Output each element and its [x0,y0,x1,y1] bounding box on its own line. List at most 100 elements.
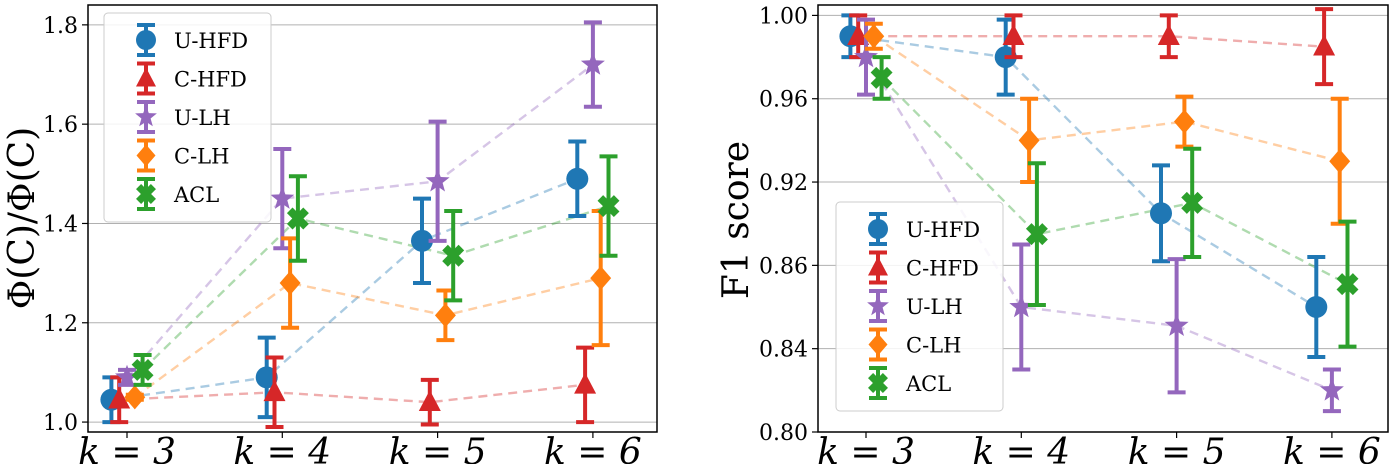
chart-2-ylabel: F1 score [716,141,757,299]
chart-1-ytick-label: 1.8 [43,14,78,39]
chart-2-xtick-label: k = 6 [1283,432,1381,464]
chart-2-point-c-lh [1173,109,1195,134]
chart-1-legend-label-u-lh: U-LH [174,106,231,130]
chart-2-ytick-label: 0.96 [759,88,808,113]
chart-2-legend-entry-c-hfd: C-HFD [868,250,979,285]
chart-2-legend-entry-u-lh: U-LH [867,289,963,323]
chart-2-legend-marker-u-hfd [868,219,888,239]
chart-1-legend-entry-c-hfd: C-HFD [136,61,247,96]
chart-1-point-c-lh [279,270,301,296]
chart-1-point-u-lh [580,51,605,75]
chart-1-series-u-hfd [100,139,589,425]
chart-1-legend-entry-acl: ACL [136,177,219,211]
chart-2-legend-marker-u-lh [867,294,889,316]
chart-2-frame [817,4,1389,433]
chart-1-point-c-hfd [418,390,441,412]
chart-2-line-c-hfd [858,35,1325,48]
chart-2-point-c-hfd [847,24,870,46]
chart-2-point-c-lh [1018,128,1040,153]
chart-2-series-c-hfd [847,7,1336,87]
chart-2-legend-marker-c-hfd [868,256,888,276]
chart-1-ytick-label: 1.6 [43,113,78,138]
chart-2-ytick-label: 0.92 [759,171,808,196]
chart-2-line-u-hfd [850,35,1317,309]
chart-1-ytick-label: 1.0 [43,411,78,436]
chart-1-xtick-label: k = 3 [78,432,176,464]
chart-1-point-acl-bar-b [286,207,309,230]
chart-2-point-u-hfd [1150,202,1172,225]
chart-2-legend-marker-acl-bar-b [868,373,888,393]
chart-1-point-c-lh [590,265,612,291]
chart-1-series-lines [111,63,609,404]
chart-2: 0.80 0.84 0.86 0.92 0.96 1.00 k = 3 k = 4 k = 5 k… [716,4,1389,464]
chart-1-line-u-hfd [111,177,578,401]
chart-2-legend-marker-c-lh [868,333,888,356]
chart-2-legend-label-acl: ACL [905,372,951,396]
chart-2-point-acl-bar-b [1025,223,1048,246]
chart-2-point-c-hfd [1002,24,1025,46]
chart-2-point-acl-bar-b [1181,191,1204,214]
chart-1-ytick-label: 1.4 [43,212,78,237]
chart-1-point-acl-bar-b [597,195,620,218]
chart-1-line-c-hfd [119,383,586,404]
chart-2-legend-marker-acl [868,373,888,393]
chart-1-legend-label-acl: ACL [173,183,219,207]
chart-1-point-acl-bar-b [442,244,465,267]
chart-2-xtick-label: k = 5 [1128,432,1226,464]
chart-1-point-c-hfd [108,387,131,409]
chart-1-point-u-lh [115,364,139,388]
chart-2-series-c-lh [863,21,1351,226]
chart-2-line-acl [880,77,1349,286]
chart-1-series-c-hfd [108,345,597,430]
chart-1-point-acl [597,195,620,218]
chart-1-legend-label-u-hfd: U-HFD [174,29,248,53]
chart-1-ylabel: Φ(C)/Φ(C) [2,127,43,309]
chart-2-point-acl-bar-b [870,66,893,89]
chart-2-legend: U-HFD C-HFD U-LH C-LH ACL [835,201,1004,412]
chart-2-series-lines [850,35,1349,392]
chart-1-xtick-label: k = 5 [389,432,487,464]
chart-1-line-acl [141,204,609,371]
chart-1-point-c-lh [124,385,146,410]
chart-2-point-c-lh [1329,149,1351,174]
chart-1-xtick-label: k = 6 [544,432,642,464]
chart-1-point-u-hfd [411,229,433,252]
chart-2-legend-label-c-lh: C-LH [906,334,961,358]
chart-1-point-acl [131,358,154,381]
chart-1-series-u-lh [115,20,605,388]
chart-2-series-u-lh [854,17,1344,414]
chart-1-legend-marker-c-lh [136,144,156,167]
chart-1-series-c-lh [124,209,612,410]
chart-1-point-u-hfd [255,366,278,389]
chart-2-point-acl [1025,223,1048,246]
chart-1-legend-label-c-lh: C-LH [174,145,229,169]
chart-1-legend-marker-acl-bar-b [136,184,156,204]
chart-2-point-acl [1181,191,1204,214]
chart-2-xtick-label: k = 3 [817,432,915,464]
chart-1-legend-marker-u-lh [135,105,157,127]
chart-2-legend-entry-c-lh: C-LH [868,327,961,362]
chart-2-point-u-lh [1009,294,1034,318]
chart-1: 1.0 1.2 1.4 1.6 1.8 k = 3 k = 4 k = 5 k = 6 Φ(C)/… [2,4,658,464]
chart-1-legend-label-c-hfd: C-HFD [174,68,247,92]
chart-1-xtick-label: k = 4 [233,432,331,464]
chart-1-legend-entry-u-lh: U-LH [135,100,231,134]
chart-2-series-acl [870,55,1359,349]
chart-2-point-acl-bar-b [1336,273,1359,296]
chart-1-legend: U-HFD C-HFD U-LH C-LH ACL [103,12,272,223]
chart-1-point-acl [286,207,309,230]
chart-1-legend-marker-c-hfd [136,67,156,87]
chart-1-ytick-label: 1.2 [43,312,78,337]
chart-2-ytick-label: 0.84 [759,338,808,363]
chart-1-point-c-hfd [263,380,286,402]
chart-1-frame [87,4,658,433]
chart-1-point-u-hfd [566,167,589,190]
chart-2-legend-entry-acl: ACL [868,366,951,400]
chart-2-point-u-lh [1319,377,1344,401]
chart-1-legend-marker-u-hfd [136,30,156,50]
chart-2-xtick-label: k = 4 [972,432,1070,464]
chart-2-point-u-hfd [1305,296,1328,319]
chart-1-point-acl-bar-b [131,358,154,381]
chart-2-legend-label-u-hfd: U-HFD [906,218,980,242]
chart-2-ytick-label: 0.80 [759,421,808,446]
